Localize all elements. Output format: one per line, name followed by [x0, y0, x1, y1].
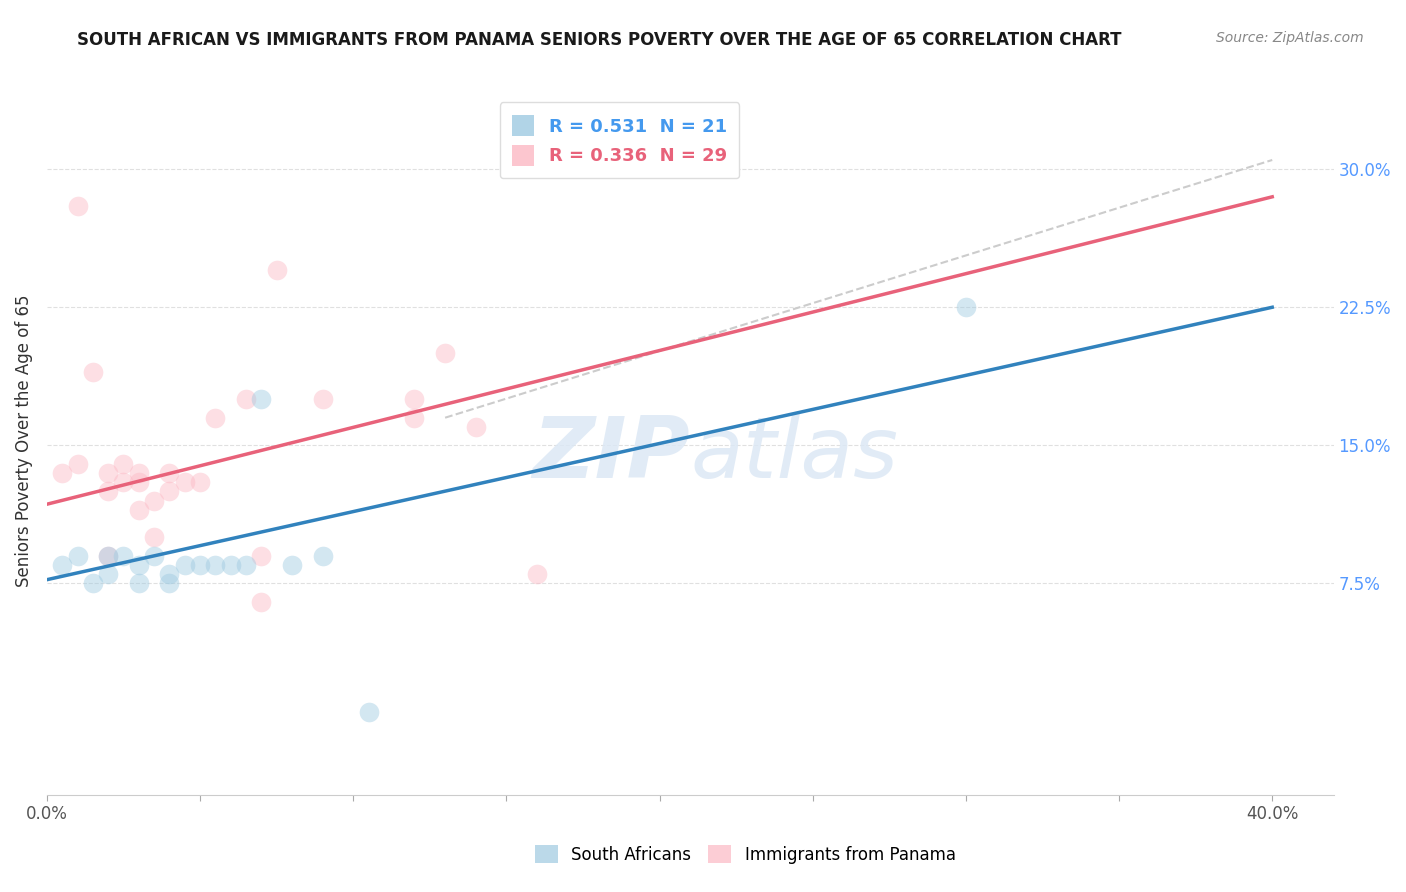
Point	[128, 475, 150, 490]
Point	[97, 567, 120, 582]
Point	[97, 549, 120, 563]
Point	[112, 475, 135, 490]
Point	[464, 420, 486, 434]
Point	[311, 392, 333, 407]
Point	[97, 466, 120, 480]
Point	[143, 493, 166, 508]
Point	[235, 392, 257, 407]
Point	[235, 558, 257, 572]
Point	[51, 466, 73, 480]
Y-axis label: Seniors Poverty Over the Age of 65: Seniors Poverty Over the Age of 65	[15, 294, 32, 587]
Text: ZIP: ZIP	[533, 413, 690, 496]
Point	[128, 466, 150, 480]
Point	[281, 558, 304, 572]
Text: atlas: atlas	[690, 413, 898, 496]
Point	[143, 549, 166, 563]
Point	[188, 475, 211, 490]
Text: Source: ZipAtlas.com: Source: ZipAtlas.com	[1216, 31, 1364, 45]
Point	[66, 549, 89, 563]
Point	[159, 484, 181, 499]
Point	[526, 567, 548, 582]
Point	[188, 558, 211, 572]
Point	[97, 484, 120, 499]
Point	[250, 392, 273, 407]
Point	[159, 466, 181, 480]
Legend: South Africans, Immigrants from Panama: South Africans, Immigrants from Panama	[529, 838, 962, 871]
Text: SOUTH AFRICAN VS IMMIGRANTS FROM PANAMA SENIORS POVERTY OVER THE AGE OF 65 CORRE: SOUTH AFRICAN VS IMMIGRANTS FROM PANAMA …	[77, 31, 1122, 49]
Point	[173, 475, 195, 490]
Point	[250, 595, 273, 609]
Point	[266, 263, 288, 277]
Point	[955, 300, 977, 314]
Point	[51, 558, 73, 572]
Point	[66, 457, 89, 471]
Point	[112, 457, 135, 471]
Point	[357, 705, 380, 719]
Point	[250, 549, 273, 563]
Point	[159, 576, 181, 591]
Point	[66, 199, 89, 213]
Point	[204, 558, 226, 572]
Legend: R = 0.531  N = 21, R = 0.336  N = 29: R = 0.531 N = 21, R = 0.336 N = 29	[499, 103, 740, 178]
Point	[434, 346, 457, 360]
Point	[128, 558, 150, 572]
Point	[159, 567, 181, 582]
Point	[82, 576, 104, 591]
Point	[128, 502, 150, 516]
Point	[311, 549, 333, 563]
Point	[404, 392, 426, 407]
Point	[404, 410, 426, 425]
Point	[97, 549, 120, 563]
Point	[219, 558, 242, 572]
Point	[173, 558, 195, 572]
Point	[112, 549, 135, 563]
Point	[128, 576, 150, 591]
Point	[143, 530, 166, 544]
Point	[204, 410, 226, 425]
Point	[82, 365, 104, 379]
